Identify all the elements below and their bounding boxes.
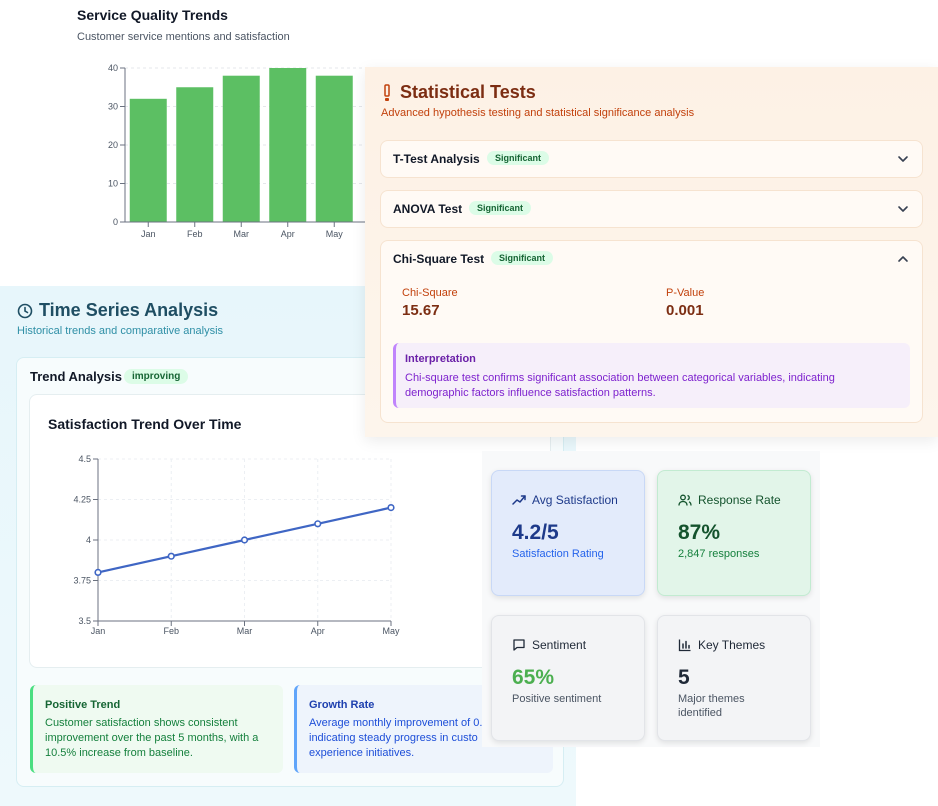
bar xyxy=(129,98,167,222)
metric-note: 2,847 responses xyxy=(678,548,760,560)
y-tick-label: 4.5 xyxy=(78,454,91,464)
metric-header: Sentiment xyxy=(512,638,586,652)
x-tick-label: Feb xyxy=(163,626,179,636)
y-tick-label: 20 xyxy=(108,140,118,150)
message-icon xyxy=(513,639,525,651)
line-chart-title: Satisfaction Trend Over Time xyxy=(48,416,242,432)
positive-trend-title: Positive Trend xyxy=(45,699,121,711)
significant-badge: Significant xyxy=(491,251,554,265)
interpretation-box xyxy=(393,343,910,408)
accordion-anova-label: ANOVA Test xyxy=(393,202,463,216)
y-tick-label: 4.25 xyxy=(73,495,91,505)
bar xyxy=(269,68,307,222)
metric-header: Key Themes xyxy=(678,638,765,652)
growth-rate-title: Growth Rate xyxy=(309,699,375,711)
chevron-up-icon[interactable] xyxy=(895,251,911,267)
trend-status-badge: improving xyxy=(124,369,189,384)
satisfaction-line-chart: 3.5 3.75 4 4.25 4.5 Jan Feb Mar Apr May xyxy=(73,454,400,636)
accordion-anova-test[interactable]: ANOVA Test Significant xyxy=(380,190,923,228)
users-icon xyxy=(678,494,692,506)
metric-note: Major themes identified xyxy=(678,693,745,719)
metric-note: Positive sentiment xyxy=(512,693,602,705)
metric-label: Key Themes xyxy=(698,638,766,652)
positive-trend-text: Customer satisfaction shows consistent i… xyxy=(45,717,259,759)
clock-icon xyxy=(17,303,33,318)
metric-card-response-rate: Response Rate 87% 2,847 responses xyxy=(657,470,811,596)
x-tick-label: Jan xyxy=(91,626,106,636)
trending-up-icon xyxy=(512,495,526,505)
exclamation-icon xyxy=(384,83,390,101)
positive-trend-box xyxy=(30,685,283,773)
data-point xyxy=(314,520,322,528)
growth-rate-line: indicating steady progress in custo xyxy=(309,732,478,744)
y-tick-label: 10 xyxy=(108,179,118,189)
metric-card-avg-satisfaction: Avg Satisfaction 4.2/5 Satisfaction Rati… xyxy=(491,470,645,596)
metric-card-key-themes: Key Themes 5 Major themes identified xyxy=(657,615,811,741)
metric-label: Avg Satisfaction xyxy=(532,493,618,507)
chi-square-label: Chi-Square xyxy=(402,287,458,299)
data-point xyxy=(94,568,102,576)
chi-square-value: 15.67 xyxy=(402,302,440,319)
x-tick-label: Apr xyxy=(281,229,295,239)
data-point xyxy=(387,503,395,512)
x-tick-label: Feb xyxy=(187,229,203,239)
x-tick-label: Jan xyxy=(141,229,156,239)
accordion-t-test-label: T-Test Analysis xyxy=(393,152,480,166)
service-quality-title: Service Quality Trends xyxy=(77,7,228,23)
y-tick-label: 30 xyxy=(108,102,118,112)
p-value-value: 0.001 xyxy=(666,302,704,319)
y-tick-label: 3.5 xyxy=(78,616,91,626)
trend-analysis-label: Trend Analysis xyxy=(30,369,122,384)
accordion-t-test[interactable]: T-Test Analysis Significant xyxy=(380,140,923,178)
time-series-title-text: Time Series Analysis xyxy=(39,300,219,320)
x-tick-label: Mar xyxy=(234,229,250,239)
bar xyxy=(176,87,214,222)
interpretation-text: Chi-square test confirms significant ass… xyxy=(405,372,835,399)
metric-card-sentiment: Sentiment 65% Positive sentiment xyxy=(491,615,645,741)
bar xyxy=(222,75,260,222)
y-tick-label: 0 xyxy=(113,217,118,227)
metric-label: Response Rate xyxy=(698,493,781,507)
statistical-tests-title: Statistical Tests xyxy=(382,82,536,103)
x-tick-label: May xyxy=(326,229,344,239)
metric-header: Response Rate xyxy=(678,493,781,507)
growth-rate-line: Average monthly improvement of 0. xyxy=(309,717,483,729)
y-tick-label: 3.75 xyxy=(73,576,91,586)
service-quality-subtitle: Customer service mentions and satisfacti… xyxy=(77,31,290,43)
x-tick-label: Apr xyxy=(311,626,325,636)
bar-chart-icon xyxy=(678,639,691,652)
x-tick-label: May xyxy=(382,626,400,636)
metric-value: 5 xyxy=(678,666,690,689)
significant-badge: Significant xyxy=(487,151,550,165)
accordion-chi-square-label: Chi-Square Test xyxy=(393,252,485,266)
metric-label: Sentiment xyxy=(532,638,587,652)
metric-header: Avg Satisfaction xyxy=(512,493,618,507)
chevron-down-icon[interactable] xyxy=(895,151,911,167)
y-tick-label: 40 xyxy=(108,63,118,73)
data-point xyxy=(240,536,249,544)
interpretation-title: Interpretation xyxy=(405,353,476,365)
growth-rate-line: experience initiatives. xyxy=(309,747,415,759)
data-point xyxy=(167,552,175,560)
statistical-tests-subtitle: Advanced hypothesis testing and statisti… xyxy=(381,107,695,119)
x-tick-label: Mar xyxy=(237,626,253,636)
time-series-subtitle: Historical trends and comparative analys… xyxy=(17,325,224,337)
metric-value: 4.2/5 xyxy=(512,521,559,544)
p-value-label: P-Value xyxy=(666,287,705,299)
bar xyxy=(315,75,353,222)
statistical-tests-title-text: Statistical Tests xyxy=(400,82,536,102)
time-series-title: Time Series Analysis xyxy=(17,300,218,321)
service-quality-bar-chart: 0 10 20 30 40 Jan Feb Mar Apr May xyxy=(108,63,375,239)
metric-value: 87% xyxy=(678,521,721,544)
line-chart-card xyxy=(29,394,551,668)
growth-rate-text: Average monthly improvement of 0. indica… xyxy=(309,716,539,761)
significant-badge: Significant xyxy=(469,201,532,215)
metric-value: 65% xyxy=(512,666,555,689)
metric-note: Satisfaction Rating xyxy=(512,548,604,560)
chevron-down-icon[interactable] xyxy=(895,201,911,217)
y-tick-label: 4 xyxy=(86,535,91,545)
